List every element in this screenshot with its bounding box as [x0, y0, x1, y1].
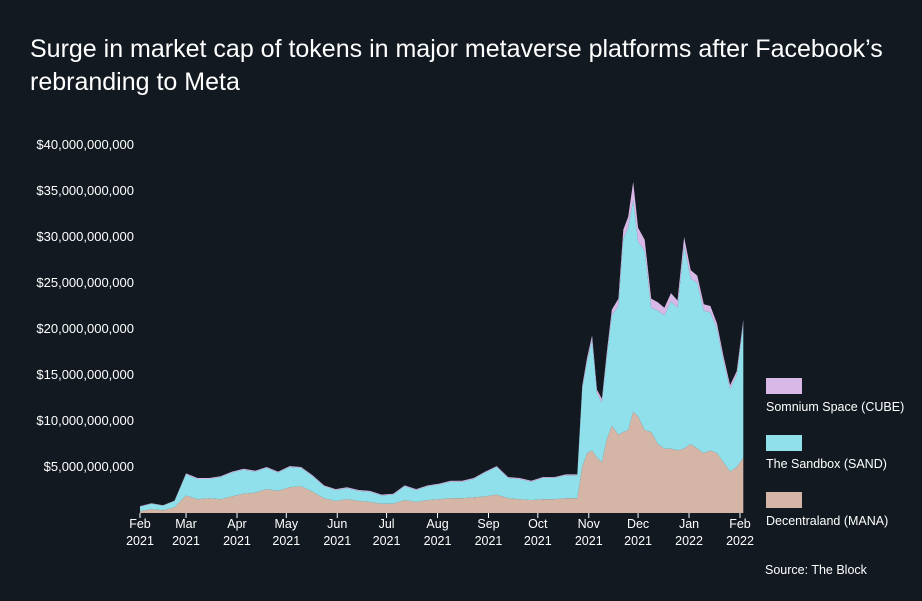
y-tick-label: $35,000,000,000	[36, 183, 134, 198]
x-tick-year: 2021	[373, 534, 401, 548]
x-tick-year: 2021	[475, 534, 503, 548]
y-tick-label: $20,000,000,000	[36, 321, 134, 336]
x-tick-month: May	[274, 517, 298, 531]
legend-label-cube: Somnium Space (CUBE)	[766, 400, 905, 414]
x-tick-year: 2021	[524, 534, 552, 548]
y-tick-label: $30,000,000,000	[36, 229, 134, 244]
x-tick-month: Nov	[578, 517, 601, 531]
x-tick-month: Jul	[379, 517, 395, 531]
x-tick-month: Dec	[627, 517, 649, 531]
legend-swatch-cube	[766, 378, 802, 394]
x-tick-year: 2022	[726, 534, 754, 548]
x-tick-month: Feb	[129, 517, 151, 531]
y-tick-label: $5,000,000,000	[44, 459, 134, 474]
y-tick-label: $15,000,000,000	[36, 367, 134, 382]
x-tick-month: Jun	[327, 517, 347, 531]
x-tick-month: Apr	[227, 517, 246, 531]
x-tick-year: 2021	[323, 534, 351, 548]
legend-label-sand: The Sandbox (SAND)	[766, 457, 887, 471]
x-tick-year: 2021	[126, 534, 154, 548]
stacked-areas	[140, 181, 744, 513]
y-tick-label: $25,000,000,000	[36, 275, 134, 290]
source-note: Source: The Block	[765, 563, 867, 577]
legend-swatch-mana	[766, 492, 802, 508]
x-tick-year: 2021	[575, 534, 603, 548]
y-tick-label: $10,000,000,000	[36, 413, 134, 428]
chart-title: Surge in market cap of tokens in major m…	[30, 35, 883, 96]
x-axis: Feb 2021 Mar 2021 Apr 2021 May 2021 Jun 2021 Jul 20…	[126, 513, 754, 548]
x-tick-year: 2021	[223, 534, 251, 548]
x-tick-month: Jan	[679, 517, 699, 531]
x-tick-month: Sep	[477, 517, 499, 531]
x-tick-year: 2021	[172, 534, 200, 548]
area-series-0	[140, 411, 744, 513]
legend-label-mana: Decentraland (MANA)	[766, 514, 889, 528]
x-tick-year: 2021	[272, 534, 300, 548]
x-tick-month: Feb	[729, 517, 751, 531]
x-tick-year: 2021	[624, 534, 652, 548]
x-tick-month: Aug	[426, 517, 448, 531]
x-tick-year: 2021	[424, 534, 452, 548]
x-tick-month: Oct	[528, 517, 548, 531]
y-tick-label: $40,000,000,000	[36, 137, 134, 152]
x-tick-year: 2022	[675, 534, 703, 548]
area-series-1	[140, 200, 744, 512]
legend-swatch-sand	[766, 435, 802, 451]
y-axis: $5,000,000,000 $10,000,000,000 $15,000,000…	[36, 137, 134, 474]
x-tick-month: Mar	[175, 517, 197, 531]
